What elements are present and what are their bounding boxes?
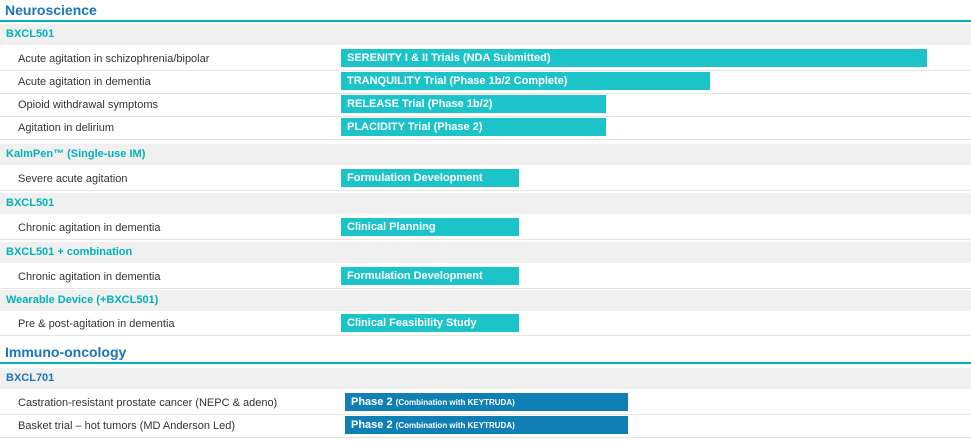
indication-row: Severe acute agitation Formulation Devel… xyxy=(0,168,971,191)
indication-label: Pre & post-agitation in dementia xyxy=(18,318,175,330)
stage-bar: TRANQUILITY Trial (Phase 1b/2 Complete) xyxy=(341,72,710,90)
indication-row: Chronic agitation in dementia Formulatio… xyxy=(0,266,971,289)
indication-row: Acute agitation in dementia TRANQUILITY … xyxy=(0,71,971,94)
section-title-label: Immuno-oncology xyxy=(5,344,127,360)
stage-bar: RELEASE Trial (Phase 1b/2) xyxy=(341,95,606,113)
stage-bar-label: Clinical Feasibility Study xyxy=(347,317,477,329)
drug-row-bxcl501: BXCL501 xyxy=(0,193,971,215)
indication-label: Basket trial – hot tumors (MD Anderson L… xyxy=(18,420,236,432)
stage-bar-note: (Combination with KEYTRUDA) xyxy=(395,421,515,430)
indication-label: Agitation in delirium xyxy=(18,122,114,134)
drug-row-wearable-device: Wearable Device (+BXCL501) xyxy=(0,290,971,312)
stage-bar-label: Clinical Planning xyxy=(347,221,436,233)
stage-bar: SERENITY I & II Trials (NDA Submitted) xyxy=(341,49,927,67)
section-title-immuno-oncology: Immuno-oncology xyxy=(0,344,971,364)
drug-row-bxcl501: BXCL501 xyxy=(0,24,971,46)
stage-bar-label: TRANQUILITY Trial (Phase 1b/2 Complete) xyxy=(347,75,568,87)
indication-row: Chronic agitation in dementia Clinical P… xyxy=(0,217,971,240)
stage-bar: PLACIDITY Trial (Phase 2) xyxy=(341,118,606,136)
indication-label: Chronic agitation in dementia xyxy=(18,222,161,234)
drug-label: Wearable Device (+BXCL501) xyxy=(6,294,159,306)
stage-bar: Clinical Planning xyxy=(341,218,519,236)
stage-bar: Clinical Feasibility Study xyxy=(341,314,519,332)
indication-label: Chronic agitation in dementia xyxy=(18,271,161,283)
indication-row: Pre & post-agitation in dementia Clinica… xyxy=(0,313,971,336)
drug-label: BXCL501 xyxy=(6,28,55,40)
stage-bar-label: Formulation Development xyxy=(347,172,483,184)
drug-row-bxcl501-combination: BXCL501 + combination xyxy=(0,242,971,264)
indication-label: Acute agitation in schizophrenia/bipolar xyxy=(18,53,210,65)
stage-bar-label: SERENITY I & II Trials (NDA Submitted) xyxy=(347,52,551,64)
indication-row: Castration-resistant prostate cancer (NE… xyxy=(0,392,971,415)
drug-label: BXCL501 + combination xyxy=(6,246,133,258)
drug-row-kalmpen: KalmPen™ (Single-use IM) xyxy=(0,144,971,166)
drug-label: BXCL501 xyxy=(6,197,55,209)
stage-bar: Phase 2 (Combination with KEYTRUDA) xyxy=(345,416,628,434)
section-title-label: Neuroscience xyxy=(5,2,97,18)
stage-bar-label: RELEASE Trial (Phase 1b/2) xyxy=(347,98,493,110)
stage-bar: Formulation Development xyxy=(341,169,519,187)
indication-row: Agitation in delirium PLACIDITY Trial (P… xyxy=(0,117,971,140)
stage-bar-label: PLACIDITY Trial (Phase 2) xyxy=(347,121,483,133)
indication-row: Basket trial – hot tumors (MD Anderson L… xyxy=(0,415,971,438)
indication-row: Opioid withdrawal symptoms RELEASE Trial… xyxy=(0,94,971,117)
section-title-neuroscience: Neuroscience xyxy=(0,2,971,22)
stage-bar-label: Phase 2 xyxy=(351,419,393,431)
stage-bar: Phase 2 (Combination with KEYTRUDA) xyxy=(345,393,628,411)
drug-row-bxcl701: BXCL701 xyxy=(0,368,971,390)
indication-label: Opioid withdrawal symptoms xyxy=(18,99,158,111)
drug-label: KalmPen™ (Single-use IM) xyxy=(6,148,146,160)
stage-bar-label: Phase 2 xyxy=(351,396,393,408)
indication-label: Acute agitation in dementia xyxy=(18,76,151,88)
drug-label: BXCL701 xyxy=(6,372,55,384)
stage-bar-note: (Combination with KEYTRUDA) xyxy=(395,398,515,407)
stage-bar-label: Formulation Development xyxy=(347,270,483,282)
indication-label: Castration-resistant prostate cancer (NE… xyxy=(18,397,278,409)
stage-bar: Formulation Development xyxy=(341,267,519,285)
indication-label: Severe acute agitation xyxy=(18,173,128,185)
indication-row: Acute agitation in schizophrenia/bipolar… xyxy=(0,48,971,71)
